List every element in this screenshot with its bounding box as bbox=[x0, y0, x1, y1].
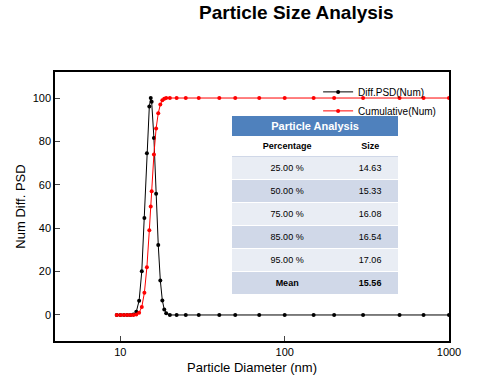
svg-text:Num Diff. PSD: Num Diff. PSD bbox=[13, 164, 28, 248]
html-text:Particle Analysis: Particle Analysis bbox=[271, 120, 359, 132]
html-text:14.63: 14.63 bbox=[358, 163, 382, 173]
svg-text:20: 20 bbox=[39, 265, 51, 277]
html-text:Size: Size bbox=[361, 141, 380, 151]
svg-text:80: 80 bbox=[39, 135, 51, 147]
html-text:95.00 %: 95.00 % bbox=[270, 255, 304, 265]
html-text:15.56: 15.56 bbox=[358, 278, 382, 288]
svg-text:100: 100 bbox=[276, 346, 294, 358]
html-text:Percentage: Percentage bbox=[262, 141, 312, 151]
html-text:Mean: Mean bbox=[275, 278, 299, 288]
svg-text:Diff.PSD(Num): Diff.PSD(Num) bbox=[358, 87, 424, 98]
html-text:16.08: 16.08 bbox=[358, 209, 382, 219]
svg-text:10: 10 bbox=[114, 346, 126, 358]
svg-text:Particle Size Analysis: Particle Size Analysis bbox=[199, 2, 394, 23]
svg-text:60: 60 bbox=[39, 179, 51, 191]
html-text:75.00 %: 75.00 % bbox=[270, 209, 304, 219]
svg-text:0: 0 bbox=[45, 309, 51, 321]
html-text:16.54: 16.54 bbox=[358, 232, 382, 242]
html-text:17.06: 17.06 bbox=[358, 255, 382, 265]
html-text:15.33: 15.33 bbox=[358, 186, 382, 196]
svg-text:100: 100 bbox=[33, 92, 51, 104]
svg-text:40: 40 bbox=[39, 222, 51, 234]
svg-text:1000: 1000 bbox=[437, 346, 461, 358]
html-text:50.00 %: 50.00 % bbox=[270, 186, 304, 196]
html-text:25.00 %: 25.00 % bbox=[270, 163, 304, 173]
svg-text:Cumulative(Num): Cumulative(Num) bbox=[358, 105, 436, 117]
html-text:85.00 %: 85.00 % bbox=[270, 232, 304, 242]
svg-text:Particle Diameter (nm): Particle Diameter (nm) bbox=[187, 360, 317, 375]
